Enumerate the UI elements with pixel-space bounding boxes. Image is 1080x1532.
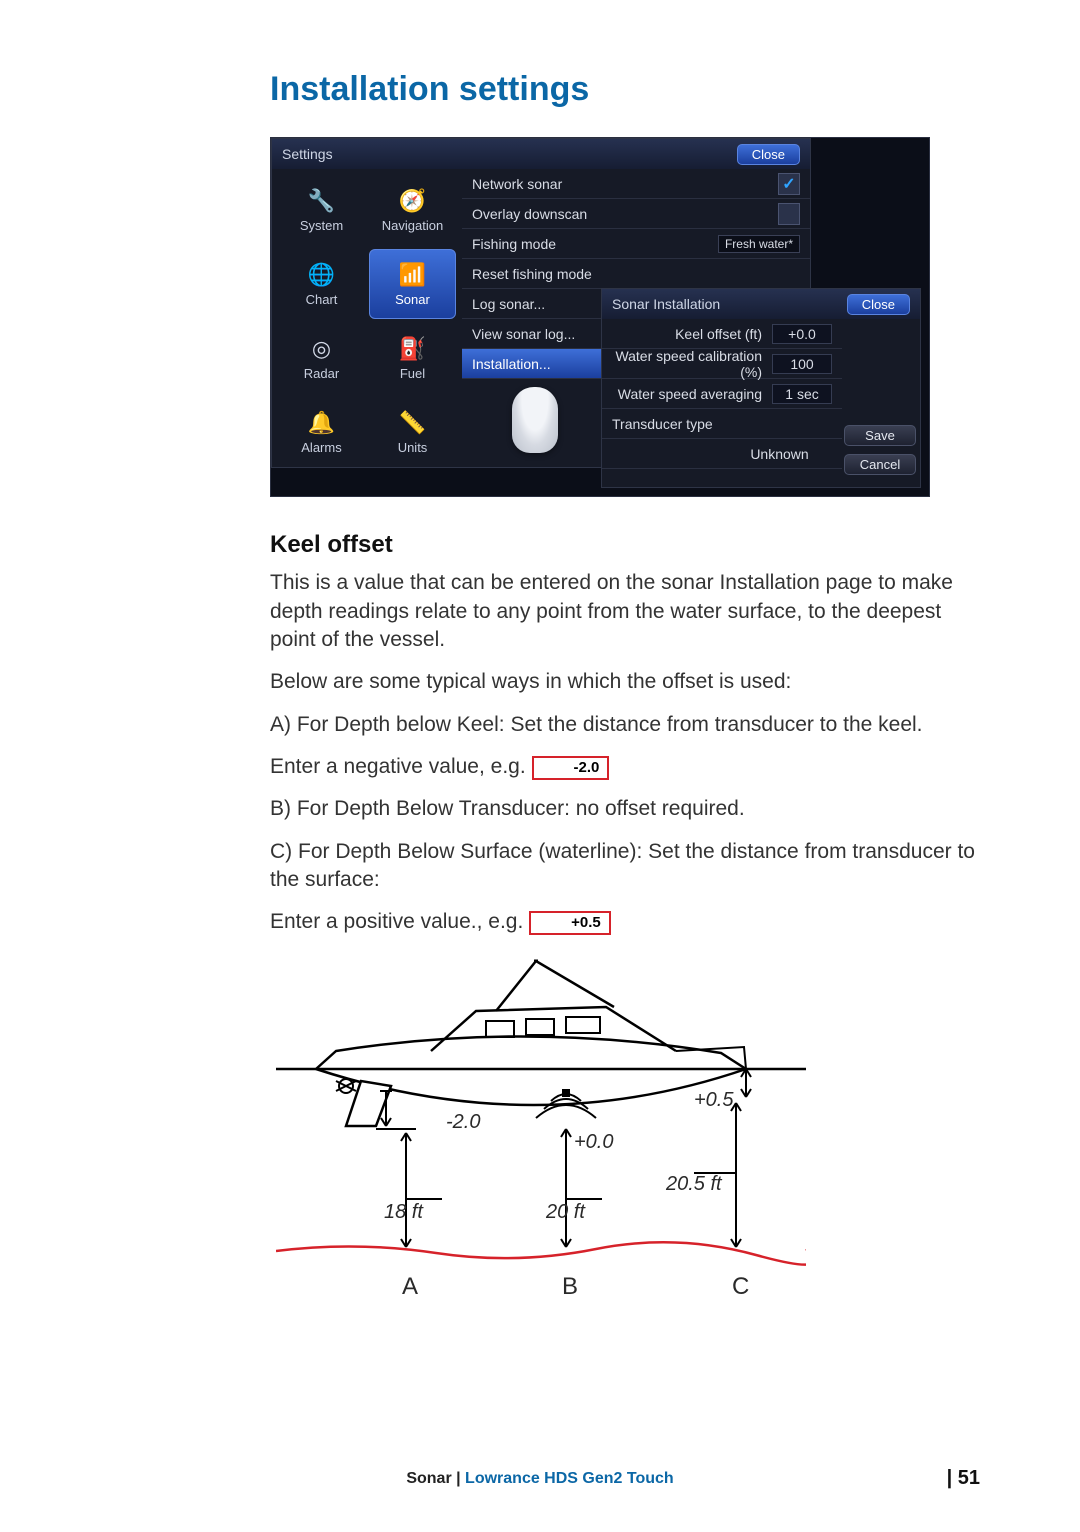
settings-cell-label: System — [300, 218, 343, 233]
install-row-label: Transducer type — [612, 416, 832, 432]
settings-close-button[interactable]: Close — [737, 144, 800, 165]
settings-row-label: Network sonar — [472, 176, 562, 192]
install-row-label: Water speed averaging — [612, 386, 772, 402]
sonar-install-window: Sonar Installation Close Keel offset (ft… — [601, 288, 921, 488]
finger-pointer-icon — [512, 387, 558, 453]
settings-cell-fuel[interactable]: ⛽ Fuel — [369, 323, 456, 393]
settings-row[interactable]: Overlay downscan — [462, 199, 810, 229]
settings-cell-chart[interactable]: 🌐 Chart — [278, 249, 365, 319]
keel-offset-a-text: Enter a negative value, e.g. — [270, 755, 532, 778]
settings-row-label: Overlay downscan — [472, 206, 587, 222]
page-title: Installation settings — [270, 70, 990, 109]
settings-cell-system[interactable]: 🔧 System — [278, 175, 365, 245]
install-value: Unknown — [727, 446, 832, 462]
settings-cell-label: Radar — [304, 366, 339, 381]
install-row[interactable]: Transducer type — [602, 409, 842, 439]
keel-offset-a: A) For Depth below Keel: Set the distanc… — [270, 711, 990, 739]
footer: Sonar | Lowrance HDS Gen2 Touch — [0, 1470, 1080, 1488]
settings-cell-sonar[interactable]: 📶 Sonar — [369, 249, 456, 319]
negative-value-box: -2.0 — [532, 756, 610, 780]
settings-category-grid: 🔧 System 🧭 Navigation 🌐 Chart 📶 Sonar ◎ Radar ⛽ Fue… — [272, 169, 462, 467]
screenshot: Settings Close 🔧 System 🧭 Navigation 🌐 Chart 📶… — [270, 137, 930, 497]
keel-offset-lead: Below are some typical ways in which the… — [270, 668, 990, 696]
settings-row[interactable]: Reset fishing mode — [462, 259, 810, 289]
units-icon: 📏 — [399, 409, 427, 437]
diagram-depth-c: 20.5 ft — [666, 1171, 722, 1198]
diagram-letter-a: A — [402, 1271, 418, 1303]
settings-titlebar: Settings Close — [272, 139, 810, 169]
settings-title: Settings — [282, 146, 333, 162]
navigation-icon: 🧭 — [399, 187, 427, 215]
settings-row-label: Reset fishing mode — [472, 266, 592, 282]
diagram-depth-b: 20 ft — [546, 1199, 585, 1226]
install-row[interactable]: Water speed averaging1 sec — [602, 379, 842, 409]
diagram-offset-c: +0.5 — [694, 1087, 733, 1114]
settings-cell-units[interactable]: 📏 Units — [369, 397, 456, 467]
chart-icon: 🌐 — [308, 261, 336, 289]
settings-row-label: Fishing mode — [472, 236, 556, 252]
keel-offset-c: C) For Depth Below Surface (waterline): … — [270, 838, 990, 895]
fuel-icon: ⛽ — [399, 335, 427, 363]
install-row[interactable]: Water speed calibration (%)100 — [602, 349, 842, 379]
install-titlebar: Sonar Installation Close — [602, 289, 920, 319]
settings-cell-label: Chart — [306, 292, 338, 307]
install-row-value[interactable]: Unknown — [602, 439, 842, 469]
page-number: | 51 — [947, 1467, 980, 1490]
settings-row-label: Log sonar... — [472, 296, 545, 312]
diagram-offset-b: +0.0 — [574, 1129, 613, 1156]
diagram-offset-a: -2.0 — [446, 1109, 480, 1136]
keel-offset-heading: Keel offset — [270, 529, 990, 561]
install-title: Sonar Installation — [612, 296, 720, 312]
checkbox[interactable] — [778, 203, 800, 225]
settings-cell-label: Units — [398, 440, 428, 455]
system-icon: 🔧 — [308, 187, 336, 215]
keel-offset-a-example: Enter a negative value, e.g. -2.0 — [270, 753, 990, 781]
settings-cell-radar[interactable]: ◎ Radar — [278, 323, 365, 393]
checkbox[interactable] — [778, 173, 800, 195]
diagram-letter-c: C — [732, 1271, 749, 1303]
install-row-label: Water speed calibration (%) — [612, 348, 772, 380]
keel-offset-c-text: Enter a positive value., e.g. — [270, 910, 529, 933]
install-row-label: Keel offset (ft) — [612, 326, 772, 342]
settings-cell-label: Navigation — [382, 218, 443, 233]
settings-row[interactable]: Fishing mode Fresh water* — [462, 229, 810, 259]
diagram-depth-a: 18 ft — [384, 1199, 423, 1226]
positive-value-box: +0.5 — [529, 911, 611, 935]
settings-row[interactable]: Network sonar — [462, 169, 810, 199]
settings-row-label: View sonar log... — [472, 326, 575, 342]
install-close-button[interactable]: Close — [847, 294, 910, 315]
keel-offset-c-example: Enter a positive value., e.g. +0.5 — [270, 908, 990, 936]
footer-section: Sonar — [406, 1470, 451, 1487]
install-row[interactable]: Keel offset (ft)+0.0 — [602, 319, 842, 349]
install-cancel-button[interactable]: Cancel — [844, 454, 916, 475]
keel-offset-diagram: -2.0 +0.0 +0.5 18 ft 20 ft 20.5 ft A B C — [276, 951, 806, 1289]
footer-sep: | — [452, 1470, 465, 1487]
settings-row-label: Installation... — [472, 356, 551, 372]
alarms-icon: 🔔 — [308, 409, 336, 437]
install-value[interactable]: +0.0 — [772, 324, 832, 344]
install-value[interactable]: 100 — [772, 354, 832, 374]
radar-icon: ◎ — [308, 335, 336, 363]
settings-cell-label: Fuel — [400, 366, 425, 381]
settings-cell-label: Alarms — [301, 440, 341, 455]
install-value[interactable]: 1 sec — [772, 384, 832, 404]
diagram-letter-b: B — [562, 1271, 578, 1303]
settings-cell-alarms[interactable]: 🔔 Alarms — [278, 397, 365, 467]
footer-product: Lowrance HDS Gen2 Touch — [465, 1470, 674, 1487]
settings-cell-label: Sonar — [395, 292, 430, 307]
keel-offset-b: B) For Depth Below Transducer: no offset… — [270, 795, 990, 823]
settings-cell-navigation[interactable]: 🧭 Navigation — [369, 175, 456, 245]
keel-offset-desc: This is a value that can be entered on t… — [270, 569, 990, 654]
dropdown-value[interactable]: Fresh water* — [718, 235, 800, 253]
sonar-icon: 📶 — [399, 261, 427, 289]
install-save-button[interactable]: Save — [844, 425, 916, 446]
